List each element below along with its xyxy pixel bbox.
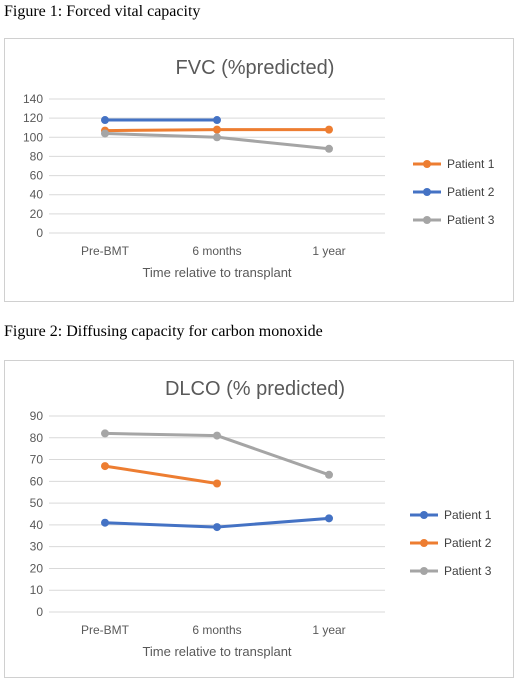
figure-1-caption: Figure 1: Forced vital capacity: [4, 3, 201, 20]
dlco-chart: DLCO (% predicted) 0 10 20 30 40 50 60 70 80 90 Pre…: [4, 360, 514, 678]
chart-2-legend-marker-3: [420, 567, 428, 575]
chart-1-y-tick-label-5: 100: [23, 130, 43, 144]
chart-2-x-tick-label-1: 6 months: [192, 623, 241, 637]
chart-1-series-3-point-1: [213, 133, 221, 142]
chart-2-legend-marker-1: [420, 511, 428, 519]
chart-1-series-2-point-0: [101, 116, 109, 125]
chart-2-y-tick-label-7: 70: [30, 453, 44, 467]
chart-1-legend-label-3: Patient 3: [447, 213, 495, 227]
chart-1-y-tick-label-7: 140: [23, 92, 43, 106]
chart-1-x-tick-label-1: 6 months: [192, 244, 241, 258]
dlco-chart-svg: DLCO (% predicted) 0 10 20 30 40 50 60 70 80 90 Pre…: [30, 378, 492, 659]
chart-2-y-tick-label-4: 40: [30, 518, 44, 532]
chart-2-y-tick-label-3: 30: [30, 540, 44, 554]
chart-1-series-3-point-0: [101, 129, 109, 138]
chart-2-y-tick-label-2: 20: [30, 561, 44, 575]
chart-2-series-3-line: [104, 431, 330, 477]
chart-2-legend-marker-2: [420, 539, 428, 547]
chart-1-x-axis-label: Time relative to transplant: [142, 265, 291, 280]
chart-1-y-tick-label-4: 80: [30, 149, 44, 163]
chart-1-y-tick-label-2: 40: [30, 188, 44, 202]
chart-2-y-tick-label-9: 90: [30, 409, 44, 423]
chart-2-series-2-line: [104, 464, 218, 485]
chart-2-series-2-point-0: [101, 462, 109, 471]
chart-1-y-tick-label-3: 60: [30, 169, 44, 183]
chart-2-legend-label-3: Patient 3: [444, 564, 492, 578]
chart-2-x-tick-label-2: 1 year: [312, 623, 345, 637]
chart-1-title: FVC (%predicted): [176, 57, 335, 79]
figure-2-caption: Figure 2: Diffusing capacity for carbon …: [4, 323, 323, 340]
chart-2-series-3-point-2: [325, 470, 333, 479]
chart-1-series-1-point-2: [325, 125, 333, 134]
chart-1-y-tick-label-6: 120: [23, 111, 43, 125]
chart-2-y-tick-label-8: 80: [30, 431, 44, 445]
chart-1-y-tick-label-1: 20: [30, 207, 44, 221]
chart-2-y-tick-label-1: 10: [30, 583, 44, 597]
chart-1-legend-marker-3: [423, 216, 431, 224]
chart-2-y-tick-label-6: 60: [30, 474, 44, 488]
chart-2-x-axis-label: Time relative to transplant: [142, 644, 291, 659]
chart-2-legend-label-2: Patient 2: [444, 536, 492, 550]
chart-1-x-tick-label-0: Pre-BMT: [81, 244, 130, 258]
chart-2-series-1-point-0: [101, 518, 109, 527]
chart-1-legend-marker-1: [423, 160, 431, 168]
chart-2-y-tick-label-5: 50: [30, 496, 44, 510]
chart-1-legend-label-2: Patient 2: [447, 185, 495, 199]
chart-1-legend-label-1: Patient 1: [447, 157, 495, 171]
chart-2-y-tick-label-0: 0: [36, 605, 43, 619]
chart-1-y-tick-label-0: 0: [36, 226, 43, 240]
fvc-chart: FVC (%predicted) 0 20 40 60 80 100 120 140 Pre-BM…: [4, 38, 514, 302]
chart-2-series-3-point-1: [213, 431, 221, 440]
chart-2-series-1-point-1: [213, 523, 221, 532]
chart-1-series-1-point-1: [213, 125, 221, 134]
fvc-chart-svg: FVC (%predicted) 0 20 40 60 80 100 120 140 Pre-BM…: [23, 57, 495, 280]
chart-2-legend-label-1: Patient 1: [444, 508, 492, 522]
chart-2-title: DLCO (% predicted): [165, 378, 345, 400]
chart-1-series-3-point-2: [325, 144, 333, 153]
chart-1-legend-marker-2: [423, 188, 431, 196]
chart-1-x-tick-label-2: 1 year: [312, 244, 345, 258]
chart-2-series-2-point-1: [213, 479, 221, 488]
chart-2-series-1-point-2: [325, 514, 333, 523]
chart-2-series-3-point-0: [101, 429, 109, 438]
chart-1-series-2-point-1: [213, 116, 221, 125]
chart-2-x-tick-label-0: Pre-BMT: [81, 623, 130, 637]
